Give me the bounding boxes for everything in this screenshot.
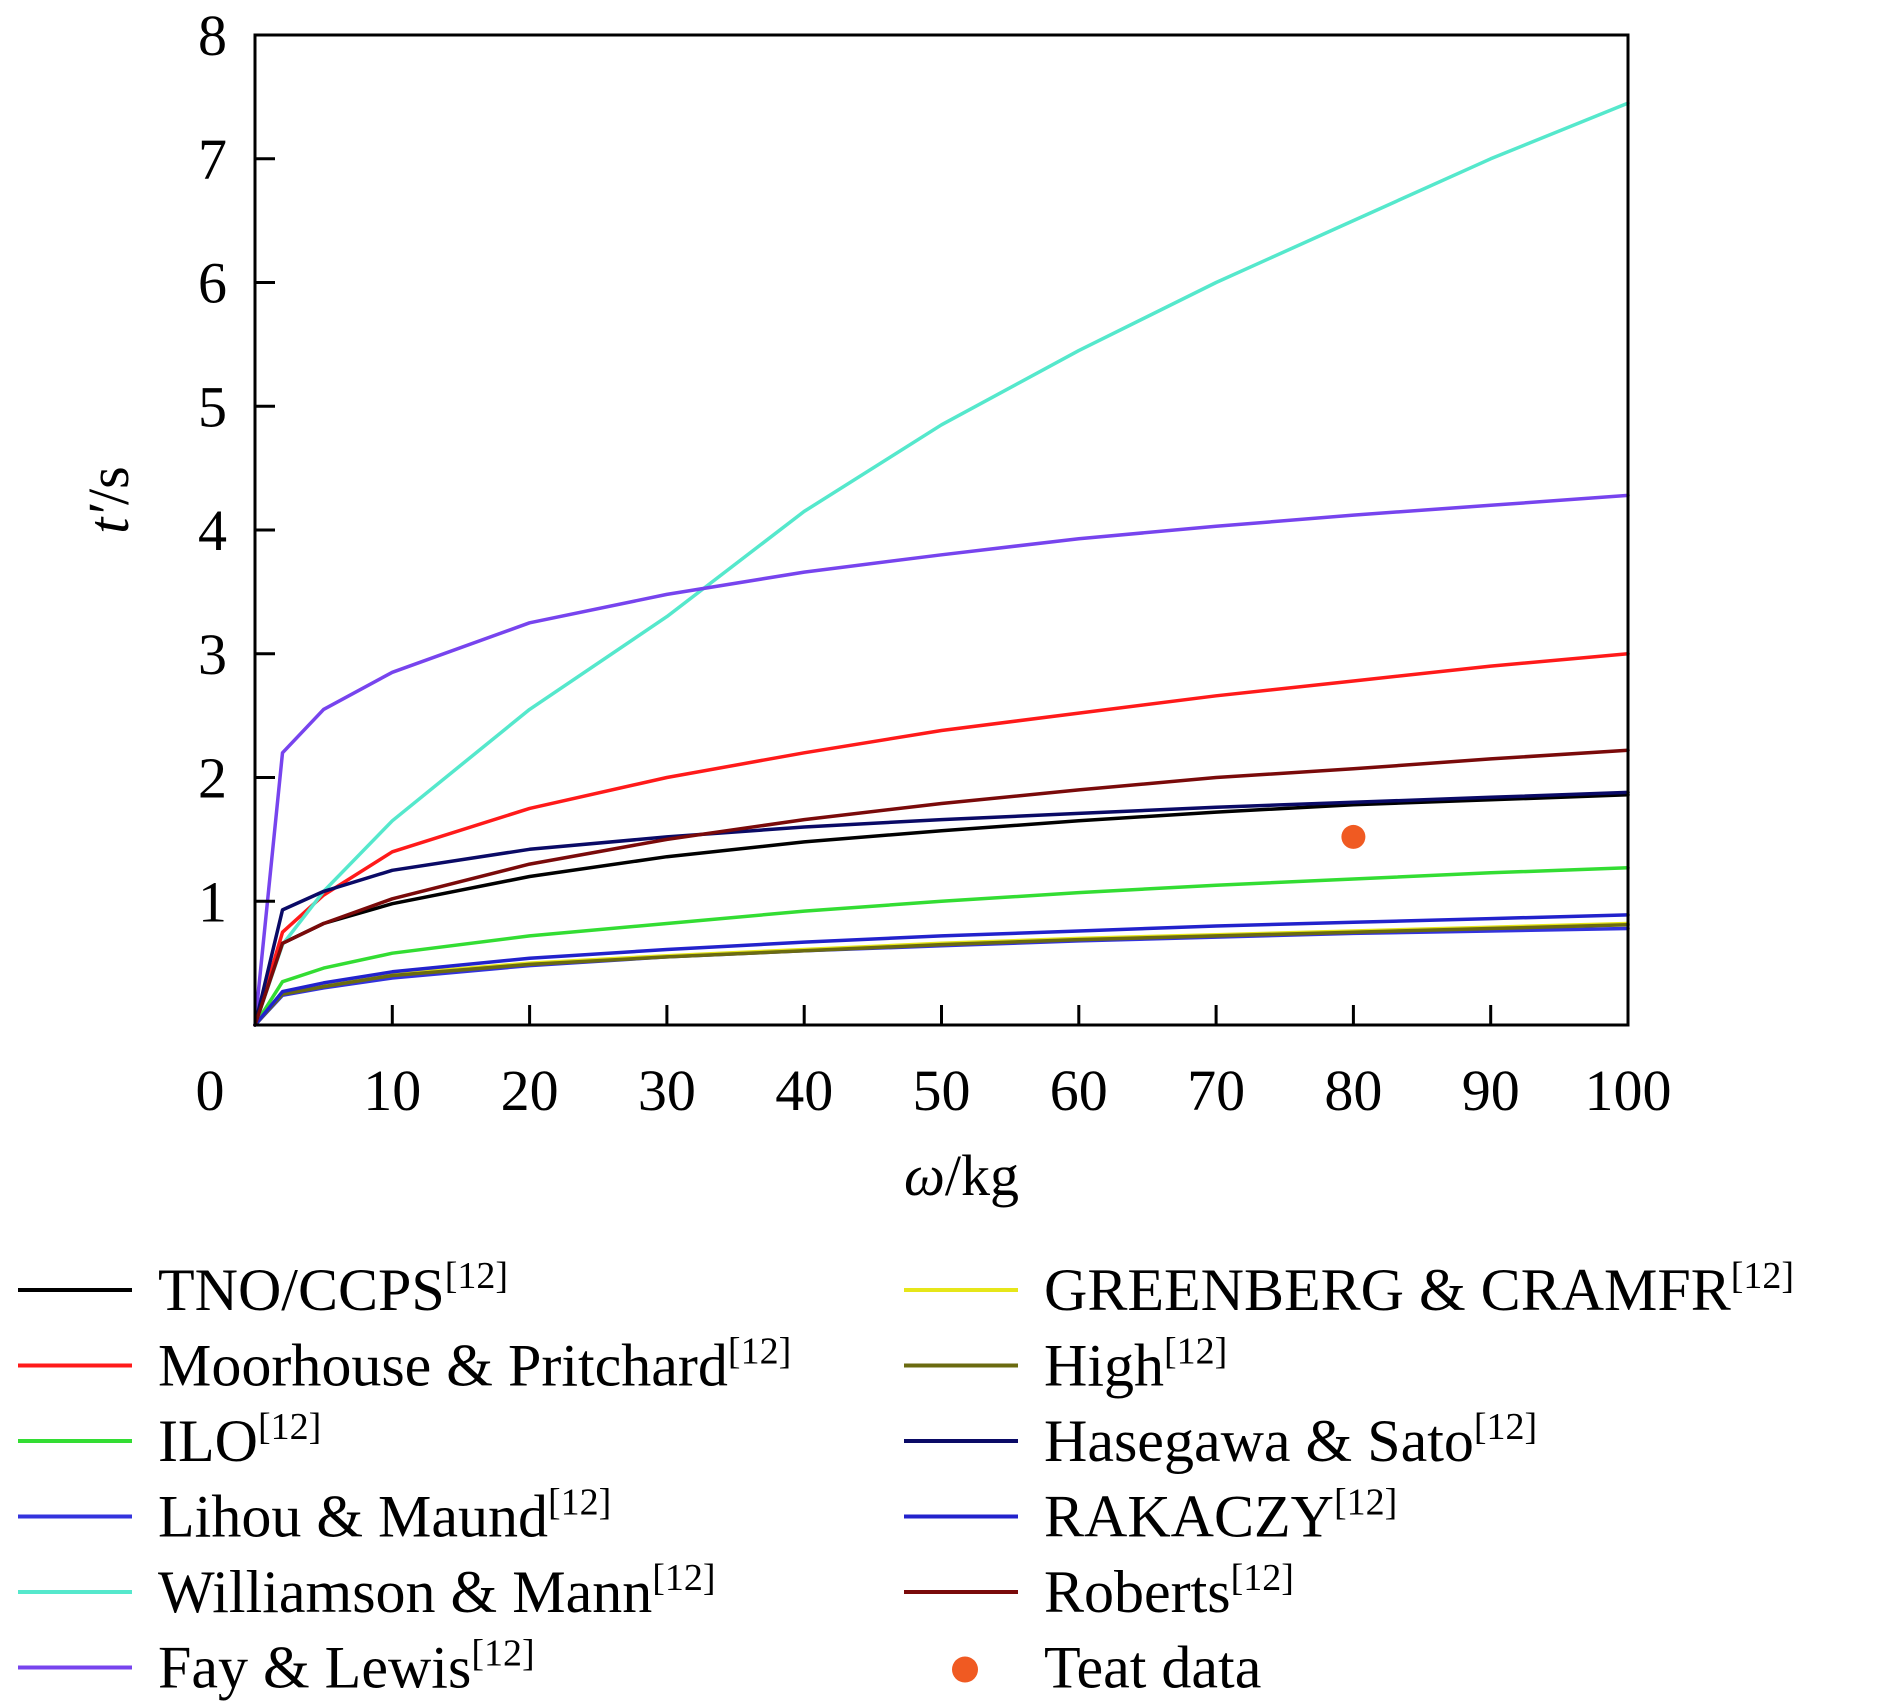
legend: TNO/CCPS[12]Moorhouse & Pritchard[12]ILO…: [18, 1255, 1794, 1701]
legend-label-left-5: Williamson & Mann[12]: [158, 1557, 716, 1625]
plot-area: [253, 101, 1630, 1027]
legend-label-text: TNO/CCPS: [158, 1257, 445, 1323]
axes: 0 10 20 30 40 50 60 70 80 90 100 1 2 3 4 5 6 7 8 ω/kg t′/s: [76, 3, 1672, 1208]
y-tick-label: 2: [198, 746, 227, 811]
x-tick-label: 70: [1187, 1058, 1245, 1123]
x-tick-label: 50: [913, 1058, 971, 1123]
data-point-1: [1341, 824, 1366, 849]
legend-label-left-1: TNO/CCPS[12]: [158, 1255, 508, 1323]
legend-label-ref: [12]: [728, 1331, 791, 1373]
legend-label-right-1: GREENBERG & CRAMFR[12]: [1044, 1255, 1794, 1323]
y-axis-unit: /s: [76, 466, 141, 505]
legend-label-text: Teat data: [1044, 1635, 1261, 1701]
series-line-3: [253, 866, 1630, 1027]
y-axis-title: t′/s: [76, 466, 141, 534]
x-tick-label: 100: [1585, 1058, 1672, 1123]
legend-label-right-3: Hasegawa & Sato[12]: [1044, 1406, 1537, 1474]
legend-label-text: High: [1044, 1333, 1164, 1399]
legend-label-ref: [12]: [1164, 1331, 1227, 1373]
series-line-2: [253, 652, 1630, 1027]
legend-label-text: Hasegawa & Sato: [1044, 1408, 1474, 1474]
legend-label-ref: [12]: [548, 1482, 611, 1524]
legend-label-ref: [12]: [1334, 1482, 1397, 1524]
legend-label-ref: [12]: [1231, 1557, 1294, 1599]
series-line-11: [253, 748, 1630, 1027]
y-tick-label: 6: [198, 251, 227, 316]
y-tick-label: 5: [198, 374, 227, 439]
y-tick-label: 3: [198, 622, 227, 687]
y-tick-label: 8: [198, 3, 227, 68]
legend-label-left-3: ILO[12]: [158, 1406, 321, 1474]
x-tick-label: 10: [363, 1058, 421, 1123]
x-axis-variable: ω: [904, 1143, 945, 1208]
y-tick-label: 7: [198, 127, 227, 192]
legend-label-text: RAKACZY: [1044, 1484, 1334, 1550]
x-tick-label: 0: [196, 1058, 225, 1123]
y-axis-variable: t′: [76, 504, 141, 534]
legend-label-right-2: High[12]: [1044, 1331, 1227, 1399]
legend-label-text: Fay & Lewis: [158, 1635, 471, 1701]
series-line-10: [253, 913, 1630, 1027]
legend-label-ref: [12]: [1474, 1406, 1537, 1448]
series-line-8: [253, 923, 1630, 1027]
legend-label-ref: [12]: [445, 1255, 508, 1297]
legend-label-left-4: Lihou & Maund[12]: [158, 1482, 611, 1550]
legend-label-text: ILO: [158, 1408, 258, 1474]
legend-label-ref: [12]: [258, 1406, 321, 1448]
x-tick-label: 90: [1462, 1058, 1520, 1123]
legend-label-left-6: Fay & Lewis[12]: [158, 1633, 535, 1701]
legend-label-ref: [12]: [471, 1633, 534, 1675]
legend-label-right-4: RAKACZY[12]: [1044, 1482, 1397, 1550]
legend-label-text: Moorhouse & Pritchard: [158, 1333, 728, 1399]
legend-label-ref: [12]: [652, 1557, 715, 1599]
x-axis-title: ω/kg: [904, 1143, 1019, 1208]
y-tick-label: 1: [198, 869, 227, 934]
x-tick-label: 40: [775, 1058, 833, 1123]
legend-label-ref: [12]: [1731, 1255, 1794, 1297]
y-tick-label: 4: [198, 498, 227, 563]
legend-marker-right-6: [952, 1656, 978, 1683]
series-line-6: [253, 493, 1630, 1027]
series-line-5: [253, 101, 1630, 1027]
legend-label-right-5: Roberts[12]: [1044, 1557, 1294, 1625]
legend-label-text: GREENBERG & CRAMFR: [1044, 1257, 1731, 1323]
legend-label-left-2: Moorhouse & Pritchard[12]: [158, 1331, 791, 1399]
legend-label-text: Williamson & Mann: [158, 1559, 652, 1625]
x-tick-label: 20: [501, 1058, 559, 1123]
x-tick-label: 60: [1050, 1058, 1108, 1123]
legend-label-right-6: Teat data: [1044, 1635, 1261, 1701]
legend-label-text: Roberts: [1044, 1559, 1231, 1625]
legend-label-text: Lihou & Maund: [158, 1484, 548, 1550]
x-tick-label: 80: [1324, 1058, 1382, 1123]
x-axis-unit: /kg: [945, 1143, 1019, 1208]
series-line-9: [253, 790, 1630, 1027]
x-tick-label: 30: [638, 1058, 696, 1123]
